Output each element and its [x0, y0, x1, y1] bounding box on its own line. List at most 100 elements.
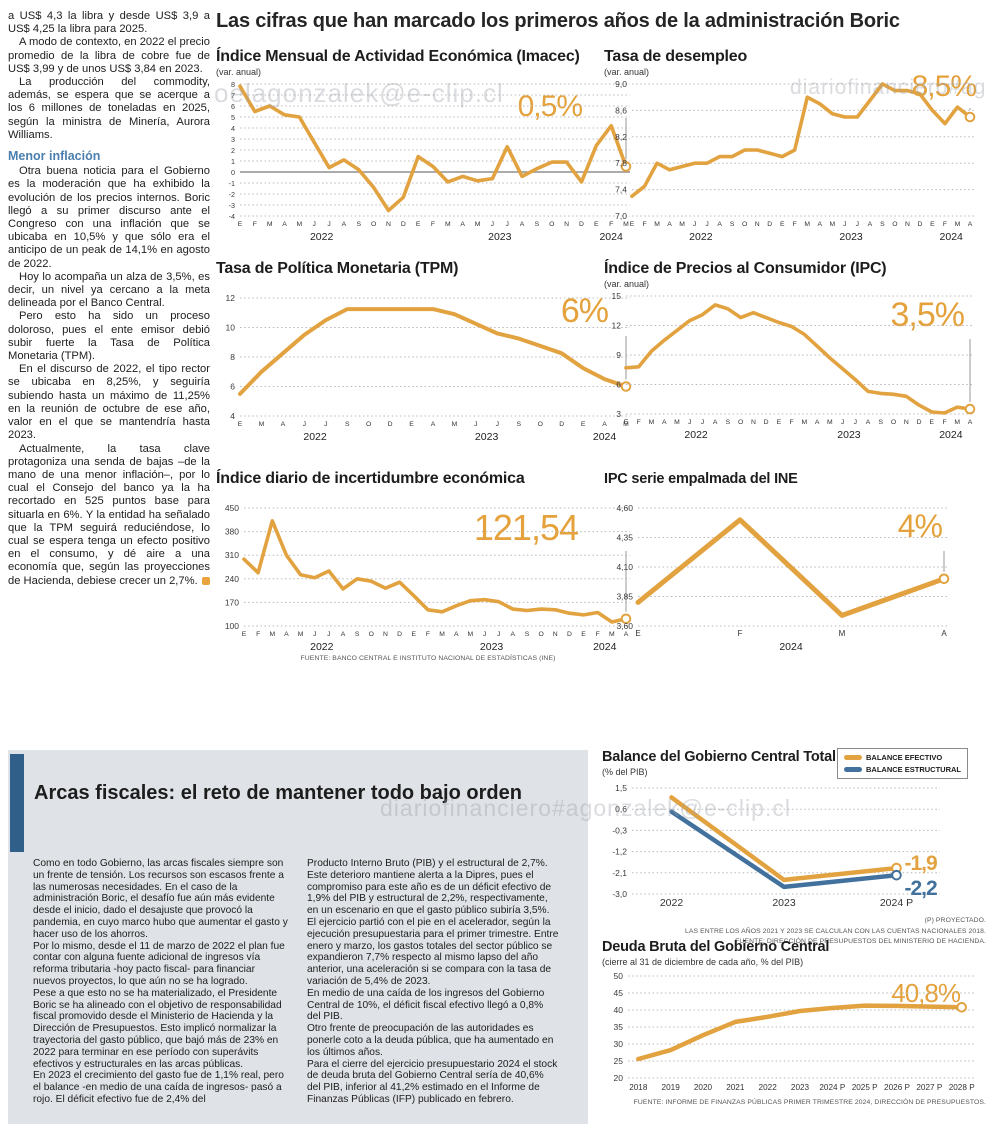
paragraph: Otra buena noticia para el Gobierno es l…	[8, 165, 210, 270]
svg-text:E: E	[412, 631, 417, 638]
deuda-svg: 50 45 40 35 30 25 20 2018 2019 2020 2021 2022 2023 20…	[614, 971, 976, 1092]
svg-text:E: E	[630, 221, 635, 228]
svg-text:7: 7	[231, 91, 235, 100]
svg-text:2024: 2024	[593, 641, 617, 652]
svg-text:E: E	[930, 419, 935, 426]
svg-text:A: A	[511, 631, 516, 638]
chart-title: Índice de Precios al Consumidor (IPC)	[604, 260, 887, 277]
svg-text:D: D	[388, 421, 393, 428]
svg-text:J: J	[483, 631, 486, 638]
svg-text:8: 8	[231, 80, 235, 89]
svg-text:2019: 2019	[662, 1083, 681, 1092]
svg-text:12: 12	[612, 321, 622, 331]
svg-text:M: M	[674, 419, 680, 426]
svg-text:D: D	[764, 419, 769, 426]
chart-title: Deuda Bruta del Gobierno Central	[602, 939, 830, 955]
svg-text:7,8: 7,8	[615, 158, 627, 168]
svg-text:M: M	[267, 221, 273, 228]
svg-text:-1,9: -1,9	[904, 852, 937, 875]
svg-text:J: J	[313, 221, 316, 228]
svg-text:M: M	[802, 419, 808, 426]
svg-text:F: F	[426, 631, 430, 638]
svg-text:100: 100	[225, 621, 239, 631]
svg-text:-3: -3	[229, 201, 235, 210]
svg-text:E: E	[409, 421, 414, 428]
svg-text:A: A	[815, 419, 820, 426]
svg-text:D: D	[401, 221, 406, 228]
svg-text:M: M	[623, 421, 629, 428]
svg-text:A: A	[342, 221, 347, 228]
svg-text:E: E	[780, 221, 785, 228]
svg-text:2022: 2022	[689, 231, 713, 242]
svg-text:N: N	[383, 631, 388, 638]
chart-footnotes: (P) PROYECTADO. LAS ENTRE LOS AÑOS 2021 …	[602, 916, 986, 948]
svg-text:N: N	[386, 221, 391, 228]
svg-text:E: E	[930, 221, 935, 228]
svg-text:2022: 2022	[303, 431, 327, 442]
svg-text:J: J	[688, 419, 691, 426]
paragraph: A modo de contexto, en 2022 el precio pr…	[8, 36, 210, 75]
svg-text:-2,1: -2,1	[612, 868, 627, 878]
svg-text:2024: 2024	[599, 231, 623, 242]
svg-text:A: A	[968, 221, 973, 228]
svg-text:S: S	[730, 221, 735, 228]
svg-text:O: O	[549, 221, 554, 228]
svg-text:A: A	[818, 221, 823, 228]
svg-text:2025 P: 2025 P	[852, 1083, 878, 1092]
svg-text:M: M	[679, 221, 685, 228]
paragraph: En 2023 el crecimiento del gasto fue de …	[33, 1070, 284, 1105]
svg-text:M: M	[829, 221, 835, 228]
chart-title: Balance del Gobierno Central Total	[602, 749, 836, 765]
svg-text:170: 170	[225, 597, 239, 607]
svg-text:A: A	[667, 221, 672, 228]
paragraph: a US$ 4,3 la libra y desde US$ 3,9 a US$…	[8, 10, 210, 36]
svg-text:E: E	[238, 221, 243, 228]
svg-text:O: O	[742, 221, 747, 228]
chart-block-balance: Balance del Gobierno Central Total (% de…	[602, 748, 986, 948]
svg-text:A: A	[454, 631, 459, 638]
svg-text:J: J	[856, 221, 859, 228]
svg-text:-1: -1	[229, 179, 235, 188]
svg-text:2022: 2022	[684, 429, 708, 440]
svg-text:D: D	[559, 421, 564, 428]
svg-text:1,5: 1,5	[615, 783, 627, 793]
svg-text:2026 P: 2026 P	[884, 1083, 910, 1092]
svg-text:S: S	[535, 221, 540, 228]
svg-text:20: 20	[614, 1073, 624, 1083]
svg-text:2023: 2023	[488, 231, 512, 242]
ipc_empalmada-svg: 4,60 4,35 4,10 3,85 3,60E F M A 2024	[616, 503, 950, 652]
svg-text:F: F	[943, 221, 947, 228]
svg-text:D: D	[917, 419, 922, 426]
svg-text:D: D	[579, 221, 584, 228]
fiscal-column-1: Como en todo Gobierno, las arcas fiscale…	[33, 858, 290, 1106]
svg-text:N: N	[755, 221, 760, 228]
svg-text:7,0: 7,0	[615, 211, 627, 221]
fiscal-column-2: Producto Interno Bruto (PIB) y el estruc…	[307, 858, 559, 1106]
svg-text:2023: 2023	[839, 231, 863, 242]
svg-text:2024 P: 2024 P	[819, 1083, 845, 1092]
chart-title: Índice Mensual de Actividad Económica (I…	[216, 48, 580, 65]
svg-text:2020: 2020	[694, 1083, 713, 1092]
svg-text:E: E	[581, 421, 586, 428]
svg-text:M: M	[609, 631, 615, 638]
svg-text:450: 450	[225, 503, 239, 513]
svg-text:4,10: 4,10	[616, 562, 633, 572]
svg-text:40: 40	[614, 1005, 624, 1015]
page-title: Las cifras que han marcado los primeros …	[216, 10, 900, 32]
fiscal-title: Arcas fiscales: el reto de mantener todo…	[34, 782, 522, 804]
svg-text:N: N	[553, 631, 558, 638]
svg-text:7,4: 7,4	[615, 185, 627, 195]
svg-text:A: A	[624, 631, 629, 638]
svg-text:4,60: 4,60	[616, 503, 633, 513]
svg-text:6: 6	[616, 380, 621, 390]
svg-text:A: A	[968, 419, 973, 426]
paragraph: La producción del commodity, además, se …	[8, 76, 210, 141]
paragraph: En el discurso de 2022, el tipo rector s…	[8, 363, 210, 442]
svg-text:F: F	[790, 419, 794, 426]
svg-text:F: F	[793, 221, 797, 228]
svg-text:O: O	[891, 419, 896, 426]
svg-text:E: E	[242, 631, 247, 638]
svg-text:O: O	[738, 419, 743, 426]
svg-text:J: J	[701, 419, 704, 426]
svg-text:10: 10	[226, 323, 236, 333]
